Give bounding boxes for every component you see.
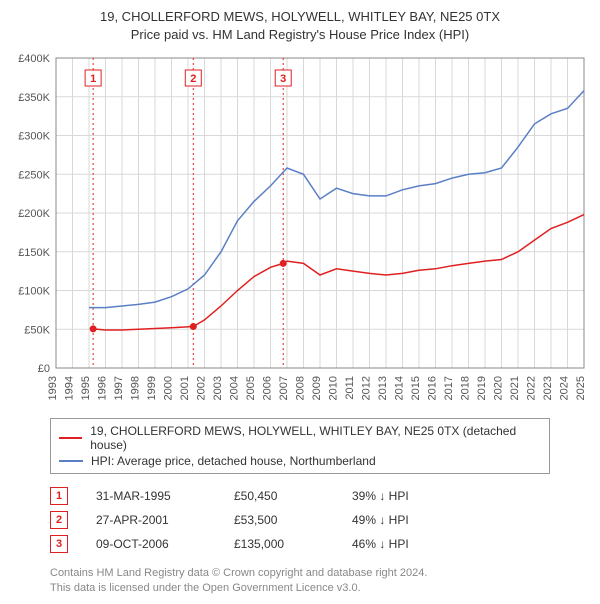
svg-text:1: 1 — [90, 73, 96, 85]
svg-text:2001: 2001 — [179, 376, 191, 400]
marker-price: £135,000 — [234, 537, 324, 551]
marker-price: £50,450 — [234, 489, 324, 503]
legend: 19, CHOLLERFORD MEWS, HOLYWELL, WHITLEY … — [50, 418, 550, 474]
svg-text:2010: 2010 — [328, 376, 340, 400]
legend-item-hpi: HPI: Average price, detached house, Nort… — [59, 453, 541, 469]
marker-delta: 39% ↓ HPI — [352, 489, 472, 503]
footer: Contains HM Land Registry data © Crown c… — [50, 566, 592, 596]
svg-text:2019: 2019 — [476, 376, 488, 400]
svg-text:2006: 2006 — [262, 376, 274, 400]
svg-text:2024: 2024 — [559, 376, 571, 400]
svg-text:£350K: £350K — [18, 92, 50, 104]
svg-text:2012: 2012 — [361, 376, 373, 400]
svg-text:2005: 2005 — [245, 376, 257, 400]
chart: £0 £50K £100K £150K £200K £250K £300K £350K £400… — [8, 52, 592, 412]
svg-text:£300K: £300K — [18, 131, 50, 143]
marker-row: 1 31-MAR-1995 £50,450 39% ↓ HPI — [50, 484, 592, 508]
svg-text:1999: 1999 — [146, 376, 158, 400]
svg-text:2009: 2009 — [311, 376, 323, 400]
legend-swatch-hpi — [59, 460, 83, 462]
svg-text:2: 2 — [190, 73, 196, 85]
svg-text:£50K: £50K — [24, 325, 50, 337]
marker-date: 31-MAR-1995 — [96, 489, 206, 503]
marker-row: 2 27-APR-2001 £53,500 49% ↓ HPI — [50, 508, 592, 532]
marker-badge-3: 3 — [50, 535, 68, 553]
svg-text:2003: 2003 — [212, 376, 224, 400]
marker-delta: 46% ↓ HPI — [352, 537, 472, 551]
svg-text:2011: 2011 — [344, 376, 356, 400]
sale-markers-table: 1 31-MAR-1995 £50,450 39% ↓ HPI 2 27-APR… — [50, 484, 592, 556]
svg-text:2002: 2002 — [196, 376, 208, 400]
chart-svg: £0 £50K £100K £150K £200K £250K £300K £350K £400… — [8, 52, 592, 412]
svg-text:£400K: £400K — [18, 53, 50, 65]
svg-text:2020: 2020 — [493, 376, 505, 400]
svg-text:2015: 2015 — [410, 376, 422, 400]
marker-badge-1: 1 — [50, 487, 68, 505]
svg-text:1995: 1995 — [80, 376, 92, 400]
svg-text:2021: 2021 — [509, 376, 521, 400]
svg-text:1994: 1994 — [64, 376, 76, 400]
svg-text:£0: £0 — [38, 363, 50, 375]
legend-swatch-property — [59, 437, 82, 439]
svg-text:2004: 2004 — [229, 376, 241, 400]
svg-text:1998: 1998 — [130, 376, 142, 400]
svg-text:2023: 2023 — [542, 376, 554, 400]
marker-date: 27-APR-2001 — [96, 513, 206, 527]
svg-text:2025: 2025 — [575, 376, 587, 400]
marker-date: 09-OCT-2006 — [96, 537, 206, 551]
title-block: 19, CHOLLERFORD MEWS, HOLYWELL, WHITLEY … — [8, 8, 592, 44]
svg-text:1996: 1996 — [97, 376, 109, 400]
marker-price: £53,500 — [234, 513, 324, 527]
legend-label-hpi: HPI: Average price, detached house, Nort… — [91, 454, 376, 468]
svg-text:£100K: £100K — [18, 286, 50, 298]
svg-text:£150K: £150K — [18, 247, 50, 259]
svg-text:2000: 2000 — [163, 376, 175, 400]
title-line-2: Price paid vs. HM Land Registry's House … — [8, 26, 592, 44]
svg-text:2017: 2017 — [443, 376, 455, 400]
footer-line-1: Contains HM Land Registry data © Crown c… — [50, 566, 592, 581]
svg-text:£200K: £200K — [18, 208, 50, 220]
legend-item-property: 19, CHOLLERFORD MEWS, HOLYWELL, WHITLEY … — [59, 423, 541, 453]
svg-text:2016: 2016 — [427, 376, 439, 400]
title-line-1: 19, CHOLLERFORD MEWS, HOLYWELL, WHITLEY … — [8, 8, 592, 26]
marker-badge-2: 2 — [50, 511, 68, 529]
svg-text:2013: 2013 — [377, 376, 389, 400]
svg-text:2008: 2008 — [295, 376, 307, 400]
marker-row: 3 09-OCT-2006 £135,000 46% ↓ HPI — [50, 532, 592, 556]
marker-delta: 49% ↓ HPI — [352, 513, 472, 527]
svg-text:2014: 2014 — [394, 376, 406, 400]
svg-text:2007: 2007 — [278, 376, 290, 400]
svg-text:3: 3 — [280, 73, 286, 85]
svg-text:£250K: £250K — [18, 170, 50, 182]
svg-text:2022: 2022 — [526, 376, 538, 400]
svg-text:2018: 2018 — [460, 376, 472, 400]
footer-line-2: This data is licensed under the Open Gov… — [50, 581, 592, 596]
svg-text:1997: 1997 — [113, 376, 125, 400]
svg-text:1993: 1993 — [47, 376, 59, 400]
legend-label-property: 19, CHOLLERFORD MEWS, HOLYWELL, WHITLEY … — [90, 424, 541, 452]
